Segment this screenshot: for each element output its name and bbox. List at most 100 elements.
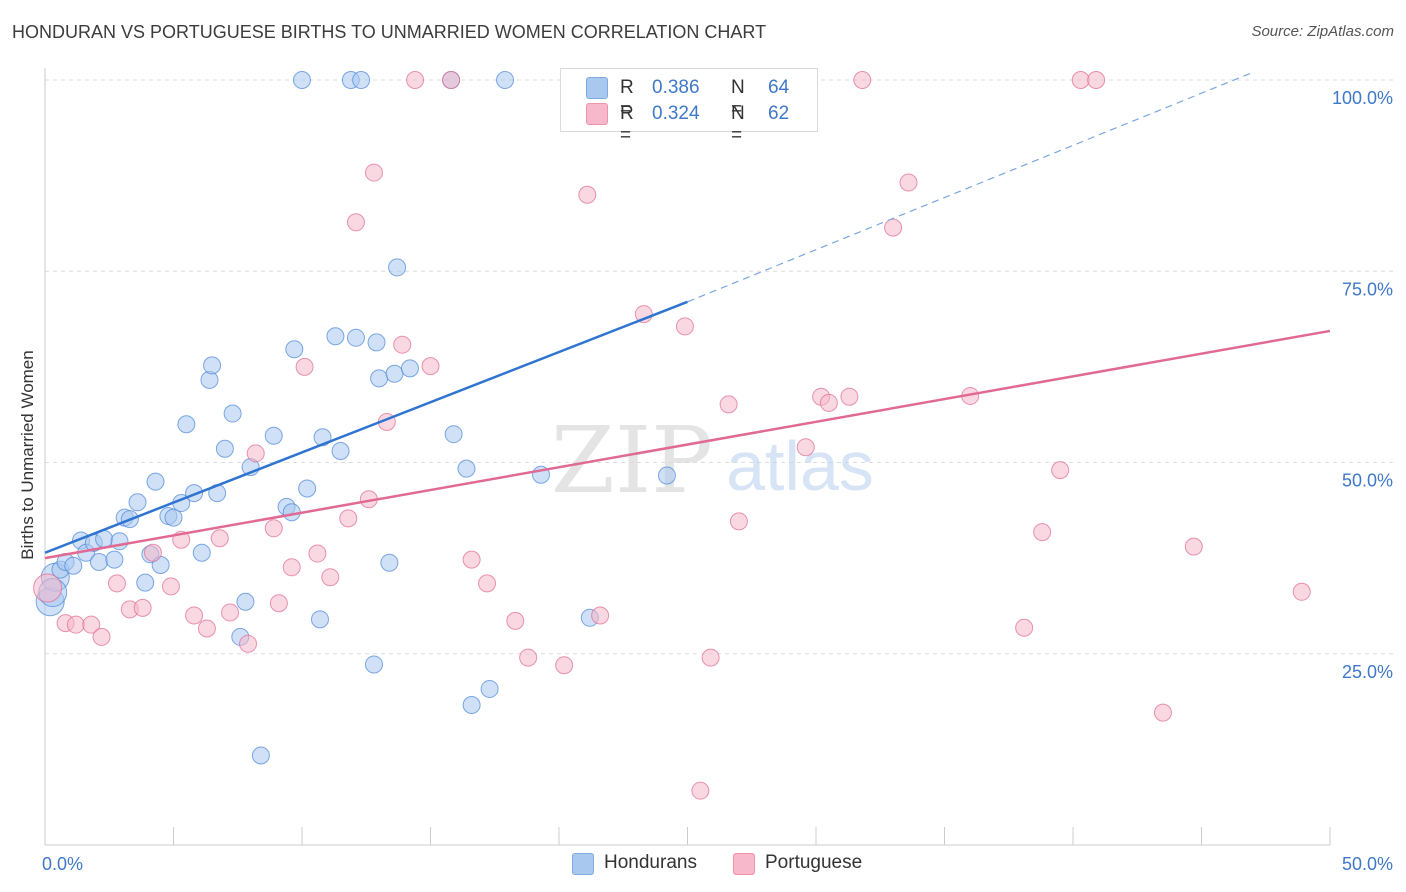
portuguese-point [321, 568, 340, 587]
portuguese-point [884, 218, 903, 237]
portuguese-point [1153, 703, 1172, 722]
honduran-point [164, 508, 183, 527]
portuguese-point [729, 512, 748, 531]
portuguese-point [82, 615, 101, 634]
honduran-point [128, 493, 147, 512]
stats-legend: R = 0.386 N = 64 R = 0.324 N = 62 [560, 68, 818, 146]
portuguese-point [295, 357, 314, 376]
portuguese-point [308, 544, 327, 563]
honduran-point [64, 556, 83, 575]
portuguese-point [92, 627, 111, 646]
portuguese-point [143, 543, 162, 562]
portuguese-point [246, 444, 265, 463]
honduran-point [496, 71, 515, 89]
honduran-point [400, 359, 419, 378]
honduran-point [380, 553, 399, 572]
honduran-point [385, 364, 404, 383]
honduran-point [136, 573, 155, 592]
watermark: ZIP atlas [551, 407, 874, 514]
honduran-point [105, 550, 124, 569]
x-tick-label: 0.0% [42, 854, 83, 874]
portuguese-point [719, 395, 738, 414]
watermark-atlas: atlas [726, 427, 874, 505]
watermark-zip: ZIP [551, 407, 713, 514]
honduran-point [310, 610, 329, 629]
honduran-point [370, 369, 389, 388]
r-value: 0.386 [652, 77, 700, 98]
portuguese-point [239, 634, 258, 653]
portuguese-point [675, 317, 694, 336]
honduran-point [177, 415, 196, 434]
honduran-point [657, 466, 676, 485]
r-value: 0.324 [652, 103, 700, 124]
honduran-point [293, 71, 311, 89]
portuguese-point [796, 438, 815, 457]
r-label: R = [620, 77, 634, 120]
portuguese-point [1184, 537, 1203, 556]
portuguese-point [1292, 582, 1311, 601]
honduran-point [364, 655, 383, 674]
portuguese-point [133, 598, 152, 617]
portuguese-point [33, 573, 63, 603]
n-label: N = [731, 77, 745, 120]
honduran-point [346, 328, 365, 347]
honduran-point [331, 442, 350, 461]
portuguese-point [462, 550, 481, 569]
portuguese-point [1033, 523, 1052, 542]
portuguese-point [421, 357, 440, 376]
portuguese-point [555, 656, 574, 675]
honduran-point [203, 356, 222, 375]
portuguese-point [506, 611, 525, 630]
portuguese-point [346, 213, 365, 232]
portuguese-point [519, 648, 538, 667]
honduran-point [326, 327, 345, 346]
portuguese-point [591, 606, 610, 625]
honduran-point [367, 333, 386, 352]
portuguese-point [1087, 71, 1106, 89]
portuguese-point [1015, 618, 1034, 637]
honduran-point [251, 746, 270, 765]
data-points [33, 71, 1311, 800]
portuguese-point [107, 574, 126, 593]
honduran-point [89, 552, 108, 571]
portuguese-point [1071, 71, 1090, 89]
source-label: Source: ZipAtlas.com [1251, 23, 1394, 40]
honduran-point [388, 258, 407, 277]
y-axis-label: Births to Unmarried Women [18, 350, 37, 559]
honduran-point [146, 472, 165, 491]
honduran-point [236, 592, 255, 611]
portuguese-point [185, 606, 204, 625]
portuguese-point [339, 509, 358, 528]
honduran-point [285, 340, 304, 359]
portuguese-point [478, 574, 497, 593]
portuguese-point [691, 781, 710, 800]
portuguese-point [282, 558, 301, 577]
portuguese-point [221, 603, 240, 622]
portuguese-point [442, 71, 461, 89]
honduran-point [457, 459, 476, 478]
hondurans-swatch [586, 77, 608, 99]
portuguese-legend-swatch [733, 853, 755, 875]
y-tick-label: 50.0% [1342, 471, 1393, 491]
x-tick-label: 50.0% [1342, 854, 1393, 874]
y-tick-label: 25.0% [1342, 662, 1393, 682]
honduran-point [480, 679, 499, 698]
portuguese-point [840, 387, 859, 406]
tick-labels: 25.0% 50.0% 75.0% 100.0% 0.0% 50.0% [42, 88, 1393, 874]
honduran-trend-line [44, 300, 688, 554]
honduran-point [192, 543, 211, 562]
portuguese-point [210, 529, 229, 548]
r-label: R = [620, 103, 634, 146]
hondurans-legend-label: Hondurans [604, 852, 697, 873]
portuguese-point [269, 594, 288, 613]
honduran-point [223, 404, 242, 423]
chart-title: HONDURAN VS PORTUGUESE BIRTHS TO UNMARRI… [12, 22, 767, 42]
honduran-trend-extension [687, 71, 1254, 303]
axes [44, 68, 1331, 846]
portuguese-point [819, 393, 838, 412]
gridlines [45, 79, 1395, 655]
n-value: 62 [768, 103, 790, 124]
portuguese-trend-line [44, 329, 1331, 560]
portuguese-point [701, 648, 720, 667]
